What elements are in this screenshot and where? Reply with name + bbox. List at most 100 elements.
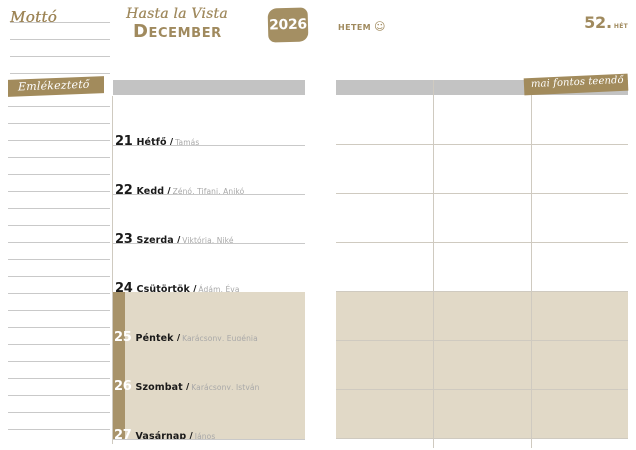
reminder-rule-line [8,157,110,158]
left-page: Mottó Hasta la Vista December 2026 Emlék… [0,6,309,444]
todo-column-divider [531,80,532,448]
todo-row[interactable] [336,292,628,341]
day-name: Péntek [135,333,174,341]
day-name: Kedd [136,186,165,194]
month-title: December [133,21,222,42]
day-grid: 21 Hétfő / Tamás 22 Kedd / Zénó, Tifani, Anikó 2… [113,96,305,444]
holiday-stripe [113,292,125,341]
day-number: 23 [115,232,133,243]
day-number: 26 [114,379,132,390]
page-gutter [317,0,319,450]
day-separator: / [167,186,171,194]
year-badge: 2026 [267,7,309,43]
day-number: 25 [114,330,132,341]
reminder-rule-line [8,259,110,260]
day-underline [113,145,305,146]
motto-rule-line [10,73,110,74]
reminder-rule-line [8,327,110,328]
left-header-gray-bar [113,80,305,95]
holiday-stripe [113,341,125,390]
reminder-rule-line [8,412,110,413]
name-days: Viktória, Niké [182,236,234,243]
day-row[interactable]: 25 Péntek / Karácsony, Eugénia [113,292,305,342]
reminder-rule-line [8,276,110,277]
week-number-label: hét [613,21,628,31]
reminder-rule-line [8,106,110,107]
day-name: Hétfő [136,137,167,145]
reminder-rule-line [8,378,110,379]
day-row[interactable]: 21 Hétfő / Tamás [113,96,305,146]
day-row[interactable]: 27 Vasárnap / János [113,390,305,440]
motto-rule-line [10,22,110,23]
motto-section: Mottó [0,6,112,76]
reminder-rule-line [8,242,110,243]
hetem-label: hetem ☺ [338,19,386,33]
reminder-rule-line [8,293,110,294]
todo-banner-label: mai fontos teendő [530,74,624,91]
reminder-rule-line [8,191,110,192]
reminder-rule-line [8,429,110,430]
todo-row[interactable] [336,145,628,194]
day-name: Csütörtök [136,284,190,292]
reminder-rule-line [8,123,110,124]
day-name: Vasárnap [135,431,187,439]
day-number: 27 [114,428,132,439]
left-column-divider [112,96,113,444]
day-separator: / [185,382,190,390]
name-days: Tamás [175,138,200,145]
todo-row[interactable] [336,96,628,145]
year-badge-label: 2026 [268,16,308,34]
day-label: 21 Hétfő / Tamás [113,132,305,145]
day-name: Szombat [135,382,183,390]
reminder-rule-line [8,344,110,345]
holiday-stripe [113,390,125,439]
day-label: 27 Vasárnap / János [113,426,305,439]
day-separator: / [192,284,197,292]
day-number: 24 [115,281,133,292]
todo-row[interactable] [336,194,628,243]
day-underline [113,439,305,440]
day-row[interactable]: 23 Szerda / Viktória, Niké [113,194,305,244]
todo-grid [336,96,628,444]
day-separator: / [169,137,174,145]
day-label: 23 Szerda / Viktória, Niké [113,230,305,243]
brand-script-label: Hasta la Vista [126,6,228,22]
day-label: 26 Szombat / Karácsony, István [113,377,305,390]
reminder-rule-line [8,395,110,396]
reminder-rule-line [8,208,110,209]
day-label: 24 Csütörtök / Ádám, Éva [113,279,305,292]
name-days: Ádám, Éva [198,285,240,292]
todo-row[interactable] [336,390,628,439]
day-separator: / [176,235,181,243]
name-days: Karácsony, István [191,383,260,390]
smiley-icon: ☺ [374,20,386,33]
todo-column-divider [433,80,434,448]
motto-rule-line [10,56,110,57]
day-underline [113,243,305,244]
reminder-rule-line [8,140,110,141]
day-separator: / [189,431,193,439]
day-underline [113,194,305,195]
reminder-rule-line [8,310,110,311]
day-separator: / [176,333,181,341]
hetem-text: hetem [338,19,372,33]
todo-row[interactable] [336,341,628,390]
week-number-block: 52. hét [584,13,628,32]
reminder-rule-line [8,225,110,226]
week-number: 52. [584,13,612,32]
name-days: János [194,432,216,439]
day-row[interactable]: 22 Kedd / Zénó, Tifani, Anikó [113,145,305,195]
reminder-rule-line [8,361,110,362]
day-label: 22 Kedd / Zénó, Tifani, Anikó [113,181,305,194]
day-row[interactable]: 24 Csütörtök / Ádám, Éva [113,243,305,293]
name-days: Zénó, Tifani, Anikó [172,187,245,194]
motto-label: Mottó [10,8,57,26]
todo-row[interactable] [336,243,628,292]
reminder-banner: Emlékeztető [8,76,104,97]
day-number: 22 [115,183,133,194]
day-number: 21 [115,134,133,145]
day-label: 25 Péntek / Karácsony, Eugénia [113,328,305,341]
day-row[interactable]: 26 Szombat / Karácsony, István [113,341,305,391]
day-name: Szerda [136,235,174,243]
